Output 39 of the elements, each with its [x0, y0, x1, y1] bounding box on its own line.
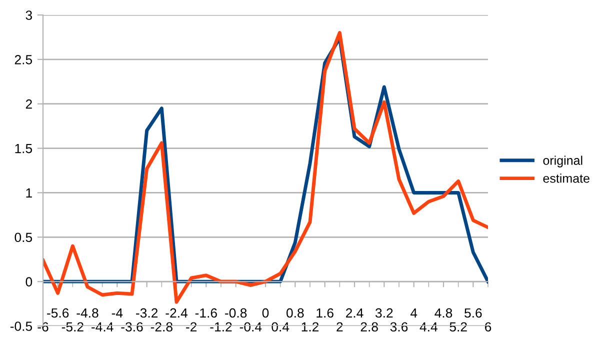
- x-tick-label: 6: [485, 322, 492, 332]
- x-tick-label: -1.2: [210, 322, 232, 332]
- x-tick-label: -2.4: [166, 308, 188, 318]
- y-tick-label: 3: [26, 10, 32, 20]
- x-tick-label: 2.8: [360, 322, 378, 332]
- legend-label: original: [543, 156, 582, 168]
- x-tick-label: -4: [112, 308, 123, 318]
- x-tick-label: 0.8: [286, 308, 304, 318]
- x-tick-label: 1.6: [316, 308, 334, 318]
- x-tick-label: 3.2: [376, 308, 393, 318]
- y-tick-label: 1: [26, 188, 32, 198]
- x-tick-label: -5.6: [47, 308, 69, 318]
- x-tick-label: 4.4: [420, 322, 438, 332]
- x-tick-label: 5.2: [450, 322, 467, 332]
- x-tick-label: -3.6: [121, 322, 143, 332]
- x-tick-label: -1.6: [195, 308, 217, 318]
- y-tick-label: 2: [26, 99, 32, 109]
- x-tick-label: 2: [336, 322, 343, 332]
- x-tick-label: -2.8: [150, 322, 172, 332]
- y-tick-label: 2.5: [14, 54, 32, 64]
- y-tick-label: 0: [26, 277, 32, 286]
- x-tick-label: -2: [186, 322, 197, 332]
- x-tick-label: 5.6: [464, 308, 482, 318]
- x-tick-label: -0.8: [225, 308, 247, 318]
- x-tick-label: -4.4: [92, 322, 114, 332]
- x-tick-label: 4.8: [434, 308, 452, 318]
- x-tick-label: -4.8: [76, 308, 98, 318]
- y-tick-label: -0.5: [10, 322, 32, 331]
- x-tick-label: -3.2: [136, 308, 158, 318]
- y-tick-label: 0.5: [14, 232, 32, 242]
- legend-label: estimate: [543, 174, 590, 183]
- x-tick-label: 4: [410, 308, 418, 318]
- x-tick-label: -5.2: [62, 322, 84, 332]
- x-tick-label: 1.2: [302, 322, 319, 332]
- x-tick-label: 0: [262, 308, 269, 318]
- x-tick-label: -0.4: [240, 322, 262, 332]
- x-tick-label: 2.4: [346, 308, 364, 318]
- y-tick-label: 1.5: [15, 144, 32, 154]
- x-tick-label: 3.6: [390, 322, 408, 332]
